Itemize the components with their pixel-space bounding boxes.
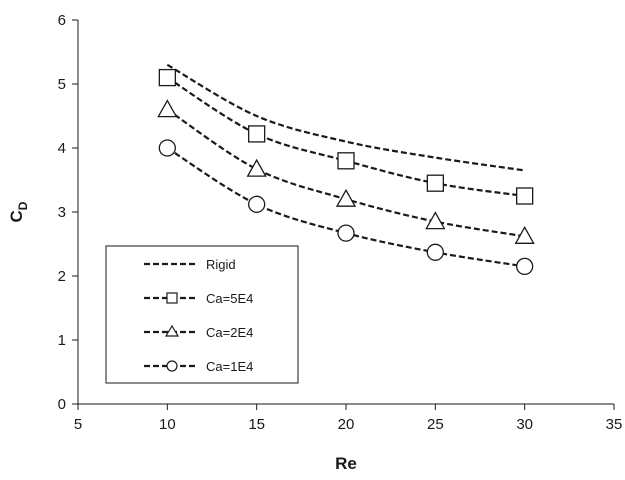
series-layer xyxy=(157,63,535,276)
data-point-triangle xyxy=(425,211,446,230)
y-tick-label: 0 xyxy=(58,396,66,413)
y-tick-label: 4 xyxy=(58,140,66,157)
y-axis-title-main: C xyxy=(7,210,26,222)
x-tick-label: 20 xyxy=(338,416,355,433)
data-point-square xyxy=(426,174,444,192)
x-tick-label: 15 xyxy=(248,416,265,433)
y-axis-title-subscript: D xyxy=(16,201,30,210)
legend-label: Ca=5E4 xyxy=(206,291,253,306)
series-line xyxy=(166,63,525,172)
y-tick-label: 1 xyxy=(58,332,66,349)
data-point-circle xyxy=(426,243,444,261)
series-ca-2e4 xyxy=(157,99,535,244)
legend-marker-square xyxy=(166,292,178,304)
series-line xyxy=(166,108,525,238)
legend-marker-triangle xyxy=(164,324,180,337)
x-tick-label: 35 xyxy=(606,416,623,433)
x-tick-label: 30 xyxy=(516,416,533,433)
legend-item: Rigid xyxy=(144,257,236,272)
legend-item: Ca=5E4 xyxy=(144,291,253,306)
data-point-square xyxy=(248,125,266,143)
y-axis-title: CD xyxy=(7,201,30,222)
x-tick-label: 5 xyxy=(74,416,82,433)
data-point-square xyxy=(516,187,534,205)
legend-item: Ca=2E4 xyxy=(144,324,253,340)
data-point-triangle xyxy=(514,225,535,244)
data-point-square xyxy=(158,68,176,87)
x-tick-label: 10 xyxy=(159,416,176,433)
data-point-triangle xyxy=(246,158,267,177)
legend-box xyxy=(105,245,299,384)
y-tick-label: 5 xyxy=(58,76,66,93)
series-ca-1e4 xyxy=(158,139,534,276)
axes: 5 10 15 20 25 30 35 0 1 2 3 4 5 6 xyxy=(58,12,623,433)
legend: Rigid Ca=5E4 Ca=2E4 Ca=1E4 xyxy=(105,245,299,384)
legend-label: Rigid xyxy=(206,257,236,272)
data-point-circle xyxy=(158,139,176,157)
x-tick-label: 25 xyxy=(427,416,444,433)
y-tick-label: 2 xyxy=(58,268,66,285)
data-point-triangle xyxy=(157,99,178,118)
y-tick-label: 3 xyxy=(58,204,66,221)
series-line xyxy=(166,76,525,198)
series-ca-5e4 xyxy=(158,68,534,205)
legend-label: Ca=2E4 xyxy=(206,325,253,340)
data-point-circle xyxy=(337,224,355,242)
data-point-triangle xyxy=(335,188,357,207)
data-point-circle xyxy=(516,257,534,276)
legend-item: Ca=1E4 xyxy=(144,359,253,374)
legend-label: Ca=1E4 xyxy=(206,359,253,374)
series-rigid xyxy=(166,63,525,172)
data-point-square xyxy=(337,152,355,170)
y-tick-label: 6 xyxy=(58,12,66,29)
data-point-circle xyxy=(248,195,266,213)
x-axis-title: Re xyxy=(335,454,357,473)
legend-marker-circle xyxy=(166,360,178,372)
